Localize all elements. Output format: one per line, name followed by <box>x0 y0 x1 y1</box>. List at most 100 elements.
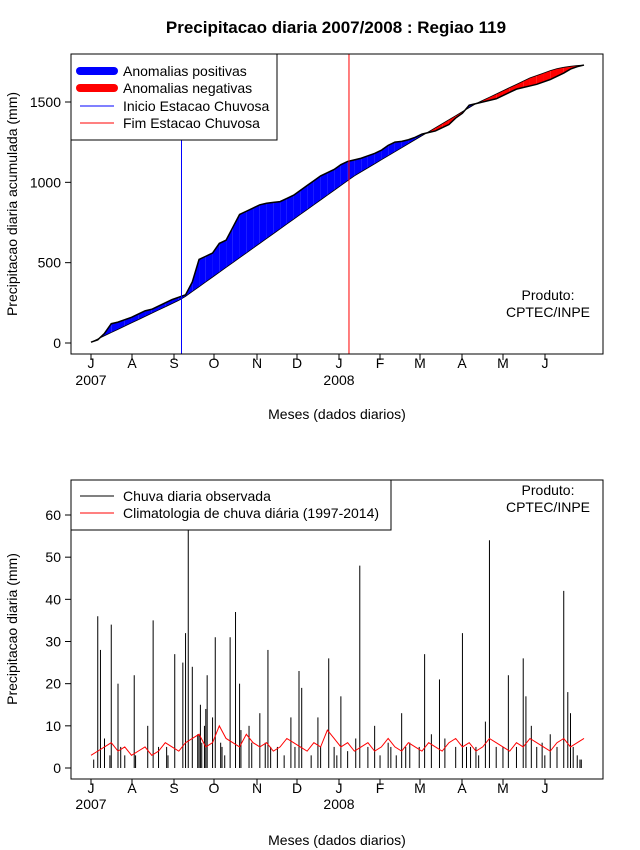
bottom-legend-box <box>70 479 392 531</box>
bottom-y-tick-label: 30 <box>45 634 61 650</box>
positive-anomaly-segment <box>401 139 409 148</box>
positive-anomaly-segment <box>340 161 348 186</box>
top-x-tick-label: N <box>252 355 262 371</box>
top-x-tick-label: D <box>292 355 302 371</box>
bottom-x-tick-label: N <box>252 780 262 796</box>
bottom-x-axis-label: Meses (dados diarios) <box>268 832 406 848</box>
positive-anomaly-segment <box>158 302 166 311</box>
negative-anomaly-segment <box>502 87 510 96</box>
bottom-x-tick-label: M <box>497 780 509 796</box>
legend-end-label: Fim Estacao Chuvosa <box>123 115 260 131</box>
climatology-accumulated-line <box>90 64 585 343</box>
positive-anomaly-segment <box>381 145 389 160</box>
legend-start-label: Inicio Estacao Chuvosa <box>123 98 270 114</box>
bottom-x-tick-label: J <box>88 780 95 796</box>
positive-anomaly-segment <box>361 155 368 172</box>
positive-anomaly-segment <box>334 164 341 191</box>
top-x-tick-label: M <box>497 355 509 371</box>
chart-title: Precipitacao diaria 2007/2008 : Regiao 1… <box>166 18 506 37</box>
bottom-x-tick-label: O <box>209 780 220 796</box>
positive-anomaly-segment <box>205 253 213 282</box>
bottom-x-tick-label: J <box>542 780 549 796</box>
top-x-axis-label: Meses (dados diarios) <box>268 406 406 422</box>
negative-anomaly-segment <box>543 70 551 82</box>
positive-anomaly-segment <box>408 137 416 144</box>
negative-anomaly-segment <box>529 75 537 86</box>
top-year-label: 2007 <box>75 372 106 388</box>
legend-positive-label: Anomalias positivas <box>123 63 247 79</box>
positive-anomaly-segment <box>273 201 281 234</box>
bottom-x-tick-label: F <box>376 780 385 796</box>
bottom-y-tick-label: 50 <box>45 549 61 565</box>
bottom-y-axis-label: Precipitacao diaria (mm) <box>4 553 20 705</box>
top-product-source: CPTEC/INPE <box>506 304 590 320</box>
positive-anomaly-segment <box>138 310 146 320</box>
positive-anomaly-segment <box>300 185 308 215</box>
positive-anomaly-segment <box>172 297 179 304</box>
bottom-x-tick-label: M <box>414 780 426 796</box>
top-x-tick-label: J <box>336 355 343 371</box>
top-x-tick-label: O <box>209 355 220 371</box>
negative-anomaly-segment <box>435 123 443 131</box>
climatology-daily-line <box>90 724 585 757</box>
positive-anomaly-segment <box>327 169 335 196</box>
positive-anomaly-segment <box>266 202 274 239</box>
bottom-y-tick-label: 10 <box>45 718 61 734</box>
top-year-label: 2008 <box>323 372 354 388</box>
negative-anomaly-segment <box>442 119 449 128</box>
positive-anomaly-segment <box>280 198 287 229</box>
bottom-y-tick-label: 60 <box>45 507 61 523</box>
top-y-tick-label: 1000 <box>30 174 61 190</box>
negative-anomaly-segment <box>516 81 524 90</box>
positive-anomaly-segment <box>307 180 314 210</box>
positive-anomaly-segment <box>165 299 173 307</box>
bottom-x-tick-label: D <box>292 780 302 796</box>
top-y-axis-label: Precipitacao diaria acumulada (mm) <box>4 92 20 316</box>
positive-anomaly-segment <box>151 306 159 314</box>
positive-anomaly-segment <box>246 208 254 254</box>
positive-anomaly-segment <box>313 175 321 205</box>
positive-anomaly-segment <box>253 204 260 249</box>
observed-accumulated-line <box>90 64 585 343</box>
top-y-tick-label: 0 <box>53 335 61 351</box>
top-plot-frame <box>70 53 604 355</box>
legend-negative-label: Anomalias negativas <box>123 80 252 96</box>
top-x-tick-label: J <box>88 355 95 371</box>
bottom-year-label: 2007 <box>75 796 106 812</box>
positive-anomaly-segment <box>394 141 402 152</box>
positive-anomaly-segment <box>131 314 139 323</box>
bottom-year-label: 2008 <box>323 796 354 812</box>
positive-anomaly-segment <box>199 256 206 287</box>
bottom-legend: Chuva diaria observada Climatologia de c… <box>70 479 392 531</box>
top-product-label: Produto: <box>522 287 575 303</box>
bottom-y-tick-label: 20 <box>45 676 61 692</box>
bottom-y-tick-label: 40 <box>45 591 61 607</box>
top-x-tick-label: A <box>127 355 137 371</box>
top-x-tick-label: J <box>542 355 549 371</box>
positive-anomaly-segment <box>320 172 328 201</box>
bottom-x-tick-label: A <box>457 780 467 796</box>
negative-anomaly-segment <box>496 90 503 99</box>
bottom-x-tick-label: S <box>169 780 178 796</box>
positive-anomaly-segment <box>286 195 294 225</box>
positive-anomaly-segment <box>293 190 301 220</box>
top-x-tick-label: M <box>414 355 426 371</box>
top-x-tick-label: S <box>169 355 178 371</box>
top-legend: Anomalias positivas Anomalias negativas … <box>70 53 278 141</box>
top-y-tick-label: 1500 <box>30 94 61 110</box>
negative-anomaly-segment <box>556 67 564 77</box>
bottom-y-tick-label: 0 <box>53 760 61 776</box>
negative-anomaly-segment <box>523 77 530 88</box>
positive-anomaly-segment <box>219 240 227 273</box>
positive-anomaly-segment <box>354 158 362 176</box>
negative-anomaly-segment <box>536 73 544 85</box>
legend-observed-label: Chuva diaria observada <box>123 488 271 504</box>
bottom-x-tick-label: J <box>336 780 343 796</box>
bottom-product-source: CPTEC/INPE <box>506 499 590 515</box>
bottom-x-tick-label: A <box>127 780 137 796</box>
top-y-tick-label: 500 <box>38 255 62 271</box>
positive-anomaly-segment <box>239 211 247 258</box>
